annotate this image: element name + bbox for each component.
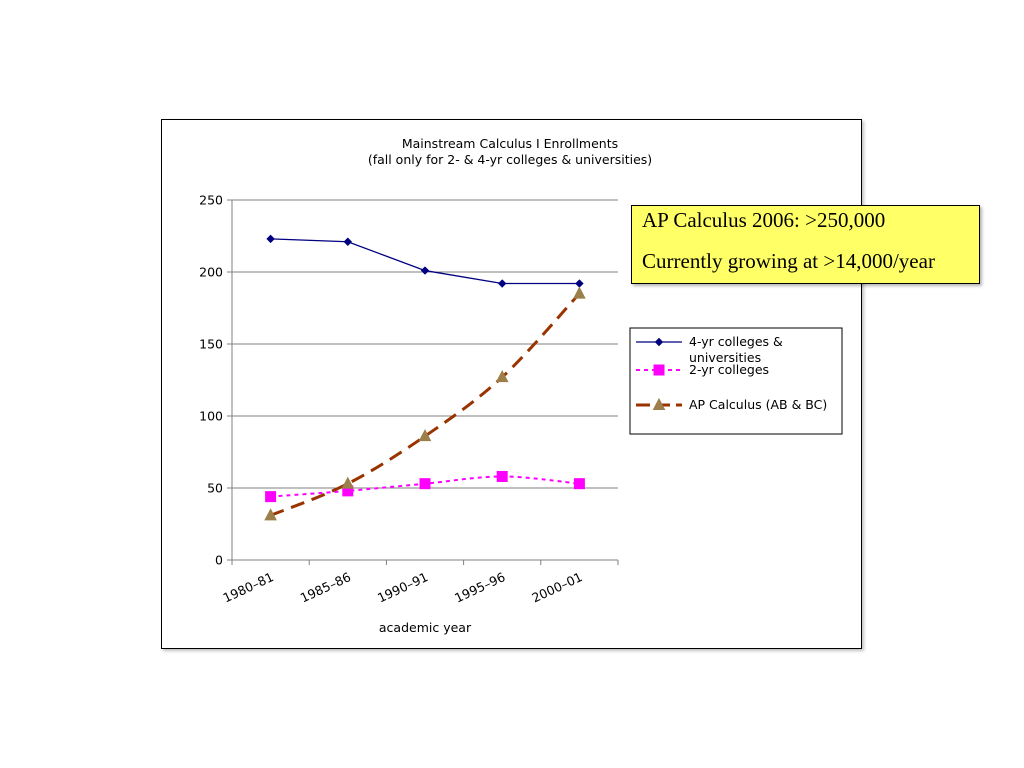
series-line-four-yr [270, 238, 580, 285]
chart: Mainstream Calculus I Enrollments(fall o… [199, 136, 843, 635]
chart-title: Mainstream Calculus I Enrollments [402, 136, 618, 151]
callout-line-1: AP Calculus 2006: >250,000 [642, 208, 886, 232]
chart-subtitle: (fall only for 2- & 4-yr colleges & univ… [368, 152, 652, 167]
y-tick-label: 250 [199, 193, 223, 208]
x-tick-label: 1980–81 [221, 569, 276, 605]
data-point-four-yr [266, 234, 275, 244]
legend-label-ap-calculus: AP Calculus (AB & BC) [689, 397, 827, 412]
legend-label-four-yr: universities [689, 350, 761, 365]
data-point-two-yr [419, 478, 431, 490]
data-point-two-yr [573, 478, 585, 490]
x-tick-label: 1995–96 [452, 569, 507, 605]
x-tick-label: 2000–01 [529, 569, 584, 605]
legend-marker-four-yr [654, 337, 664, 347]
legend-marker-two-yr [653, 364, 665, 376]
data-point-ap-calculus [495, 370, 509, 383]
data-point-four-yr [343, 237, 353, 246]
y-tick-label: 150 [199, 337, 223, 352]
y-tick-label: 0 [215, 553, 223, 568]
legend-marker-ap-calculus [652, 397, 666, 410]
legend-label-two-yr: 2-yr colleges [689, 362, 769, 377]
callout-line-2: Currently growing at >14,000/year [642, 249, 935, 273]
y-tick-label: 100 [199, 409, 223, 424]
data-point-ap-calculus [573, 286, 586, 299]
data-point-four-yr [575, 279, 584, 288]
x-tick-label: 1990–91 [375, 569, 430, 605]
chart-area: Mainstream Calculus I Enrollments (fall o… [161, 119, 862, 649]
data-point-ap-calculus [341, 476, 355, 489]
y-tick-label: 200 [199, 265, 223, 280]
legend [629, 327, 843, 435]
x-tick-label: 1985–86 [298, 569, 353, 605]
data-point-ap-calculus [264, 508, 277, 521]
data-point-ap-calculus [418, 429, 432, 442]
callout-box: AP Calculus 2006: >250,000 Currently gro… [631, 205, 980, 284]
series-line-ap-calculus [270, 292, 581, 517]
legend-label-four-yr: 4-yr colleges & [689, 334, 783, 349]
x-axis-title: academic year [379, 620, 472, 635]
data-point-two-yr [265, 491, 277, 503]
data-point-four-yr [420, 266, 430, 275]
y-tick-label: 50 [207, 481, 223, 496]
data-point-two-yr [496, 470, 508, 482]
data-point-four-yr [497, 279, 507, 288]
